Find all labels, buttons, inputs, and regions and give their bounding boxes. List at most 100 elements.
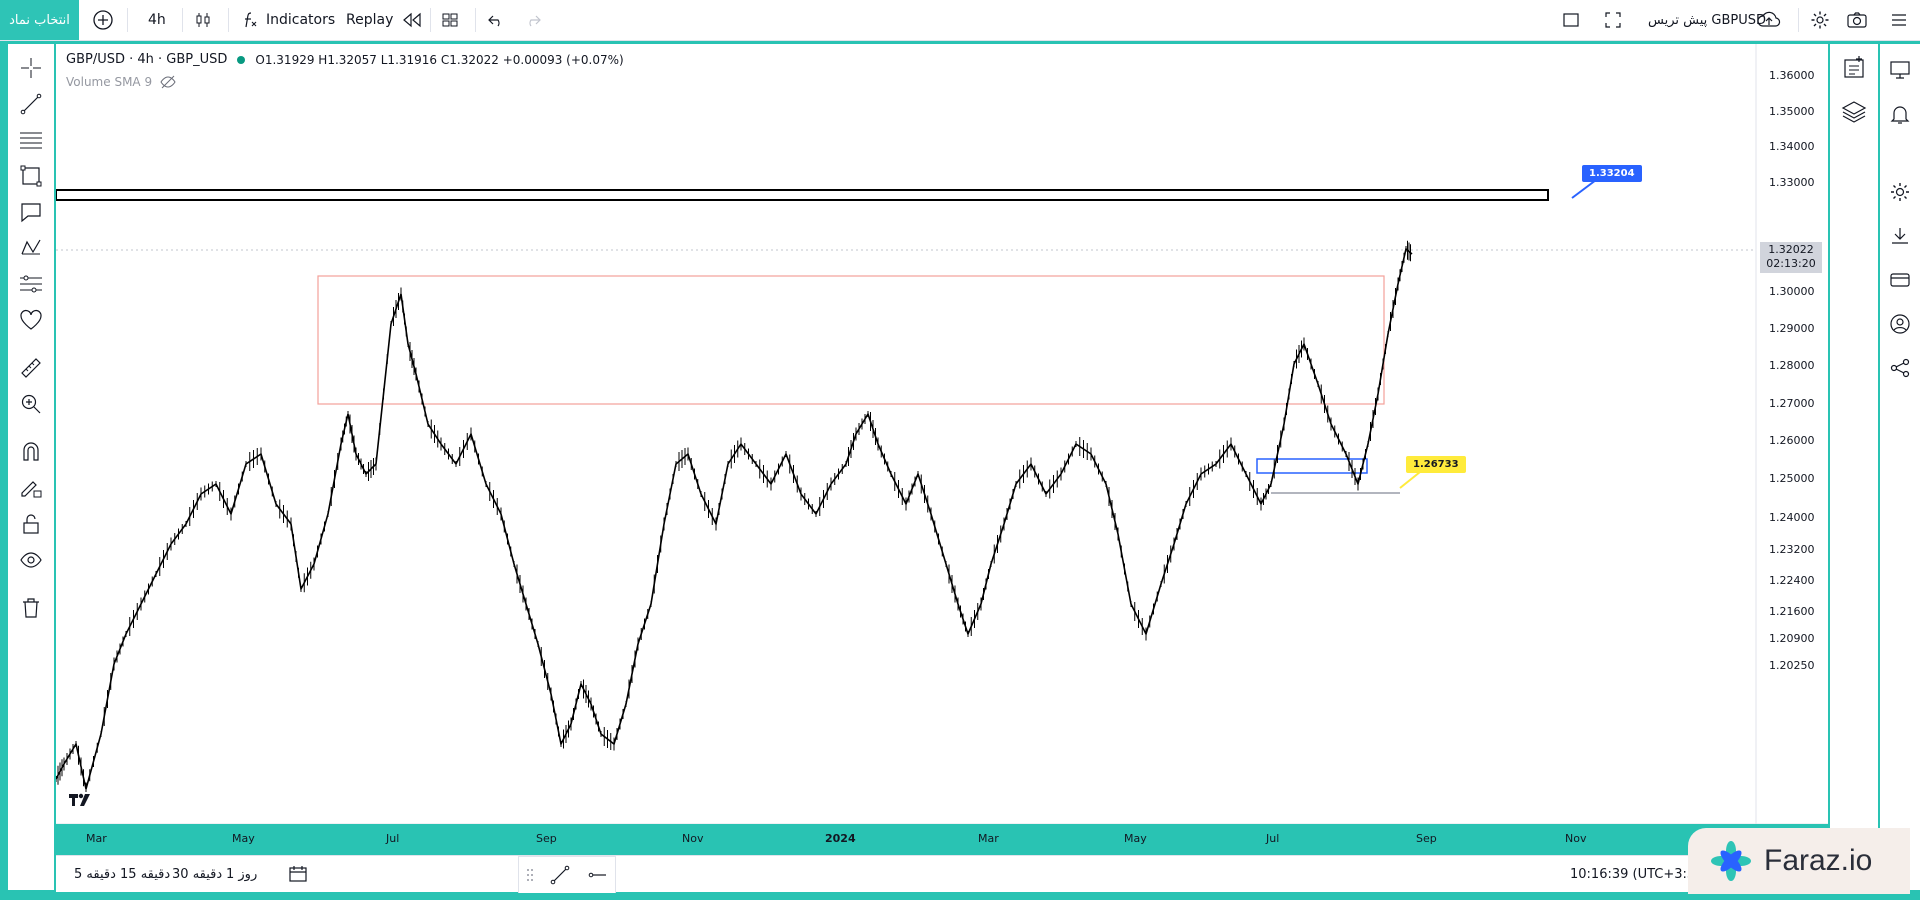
time-tick-label: May [1124,832,1147,845]
shape-tool[interactable] [17,162,45,190]
stay-drawing-tool[interactable] [17,474,45,502]
price-series-path[interactable] [56,247,1413,790]
prediction-tool[interactable] [17,270,45,298]
rewind-icon [401,11,423,29]
range-15m[interactable]: 15 دقیقه [120,866,171,882]
settings-button[interactable] [1810,0,1830,40]
rectangle-icon [19,164,43,188]
volume-indicator-label[interactable]: Volume SMA 9 [66,75,153,89]
range-zone-rect[interactable] [317,275,1385,405]
add-symbol-button[interactable] [92,0,114,40]
gear-icon [1889,181,1911,203]
price-tick-label: 1.23200 [1769,543,1815,556]
go-to-date-button[interactable] [288,856,308,892]
toolbar-divider [430,8,431,32]
clock-timezone[interactable]: 10:16:39 (UTC+3:3 [1570,866,1696,882]
layers-icon [1841,99,1867,125]
lock-icon [19,512,43,536]
redo-icon [524,11,542,29]
faraz-watermark: Faraz.io [1688,828,1910,894]
toolbar-divider [127,8,128,32]
lower-label-arrow[interactable] [1399,471,1421,489]
price-label-lower[interactable]: 1.26733 [1406,456,1466,473]
range-5m[interactable]: 5 دقیقه [74,866,116,882]
time-tick-label: Mar [86,832,107,845]
price-tick-label: 1.30000 [1769,285,1815,298]
crosshair-icon [19,56,43,80]
pattern-tool[interactable] [17,234,45,262]
watermark-text: Faraz.io [1764,844,1873,877]
monitor-button[interactable] [1886,56,1914,84]
chart-pane[interactable]: GBP/USD · 4h · GBP_USD O1.31929 H1.32057… [56,44,1828,845]
resistance-zone-rect[interactable] [56,189,1549,201]
monitor-icon [1889,59,1911,81]
magnet-tool[interactable] [17,438,45,466]
zoom-in-icon [19,392,43,416]
fullscreen-square-button[interactable] [1562,0,1580,40]
time-tick-label: May [232,832,255,845]
top-toolbar: انتخاب نماد 4h Indicators Replay [0,0,1920,41]
settings-side-button[interactable] [1886,178,1914,206]
upper-label-arrow[interactable] [1571,179,1597,199]
replay-label: Replay [346,12,394,28]
faraz-logo-icon [1710,840,1752,882]
time-tick-label: Nov [1565,832,1587,845]
horizontal-ray-icon[interactable] [586,864,608,886]
replay-button[interactable]: Replay [346,0,423,40]
cloud-upload-icon [1756,10,1782,30]
hide-drawings-tool[interactable] [17,546,45,574]
price-label-upper[interactable]: 1.33204 [1582,165,1642,182]
trend-line-tool[interactable] [17,90,45,118]
eye-hidden-icon[interactable] [160,75,176,89]
drag-handle-icon[interactable] [526,867,534,883]
wallet-button[interactable] [1886,266,1914,294]
download-icon [1889,225,1911,247]
eye-icon [19,548,43,572]
horizontal-lines-icon [18,128,44,152]
cloud-save-button[interactable] [1756,0,1782,40]
measure-tool[interactable] [17,354,45,382]
interval-button[interactable]: 4h [148,12,166,28]
screenshot-button[interactable] [1846,0,1868,40]
alerts-button[interactable] [1886,100,1914,128]
drawing-quick-bar [518,856,616,893]
fullscreen-button[interactable] [1604,0,1622,40]
pattern-icon [19,236,43,260]
ohlc-values: O1.31929 H1.32057 L1.31916 C1.32022 +0.0… [255,52,624,67]
profile-button[interactable] [1886,310,1914,338]
lock-drawings-tool[interactable] [17,510,45,538]
undo-button[interactable] [487,0,505,40]
share-button[interactable] [1886,354,1914,382]
redo-button[interactable] [524,0,542,40]
range-1d[interactable]: 1 روز [226,866,258,882]
card-icon [1889,269,1911,291]
zoom-tool[interactable] [17,390,45,418]
range-30m[interactable]: 30 دقیقه [172,866,223,882]
annotation-tool[interactable] [17,198,45,226]
download-button[interactable] [1886,222,1914,250]
symbol-search-button[interactable]: انتخاب نماد [0,0,79,40]
symbol-title[interactable]: GBP/USD · 4h · GBP_USD [66,52,228,67]
indicators-label: Indicators [266,12,336,28]
function-icon [240,10,260,30]
plus-circle-icon [92,9,114,31]
bottom-toolbar: 5 دقیقه 15 دقیقه 30 دقیقه 1 روز 10:16:39… [56,855,1828,893]
delete-drawings-tool[interactable] [17,594,45,622]
trend-line-icon[interactable] [549,864,571,886]
indicators-button[interactable]: Indicators [240,0,335,40]
chart-type-button[interactable] [194,0,212,40]
layouts-button[interactable] [441,0,459,40]
object-tree-button[interactable] [1840,98,1868,126]
fib-tool[interactable] [17,126,45,154]
callout-icon [19,200,43,224]
support-zone-rect[interactable] [1256,458,1368,474]
side-menu [1880,44,1920,890]
favorites-tool[interactable] [17,306,45,334]
price-chart[interactable] [56,44,1828,824]
price-tick-label: 1.21600 [1769,605,1815,618]
watchlist-button[interactable] [1840,54,1868,82]
main-menu-button[interactable] [1890,0,1908,40]
layout-name[interactable]: پیش تریس GBPUSD [1648,12,1766,28]
price-tick-label: 1.27000 [1769,397,1815,410]
crosshair-tool[interactable] [17,54,45,82]
